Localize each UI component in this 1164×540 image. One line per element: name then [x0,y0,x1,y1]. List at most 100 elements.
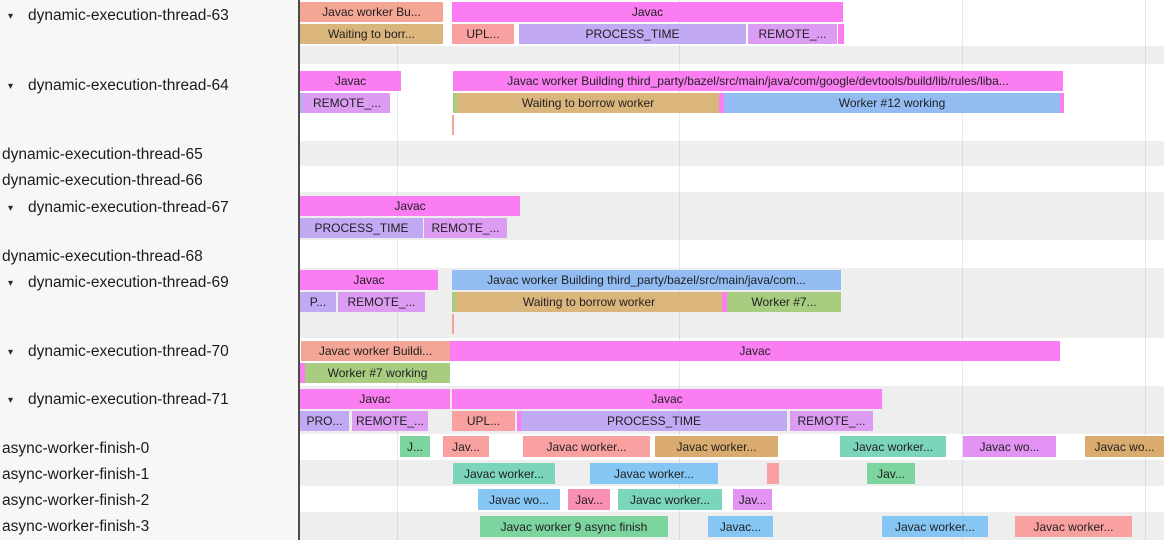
span-bar[interactable]: Javac wo... [478,489,560,510]
track-row-dynamic-execution-thread-67[interactable]: ▾ dynamic-execution-thread-67 [8,197,229,219]
span-bar[interactable]: Jav... [733,489,772,510]
span-bar[interactable]: PRO... [300,411,349,431]
span-bar[interactable]: REMOTE_... [304,93,390,113]
track-label: dynamic-execution-thread-71 [28,391,229,408]
collapse-triangle-icon[interactable]: ▾ [8,10,14,22]
span-bar[interactable]: Waiting to borrow worker [456,292,722,312]
span-bar-sliver[interactable] [300,363,305,383]
span-bar[interactable]: Worker #7... [727,292,841,312]
span-bar-sliver[interactable] [300,93,304,113]
track-label: dynamic-execution-thread-70 [28,343,229,360]
track-label: dynamic-execution-thread-64 [28,77,229,94]
track-band [300,240,1164,268]
span-bar[interactable]: Javac worker... [453,463,555,484]
span-bar[interactable]: REMOTE_... [748,24,837,44]
span-bar[interactable]: PROCESS_TIME [300,218,423,238]
span-bar-sliver[interactable] [767,463,779,484]
span-bar[interactable]: UPL... [452,411,515,431]
span-bar[interactable]: REMOTE_... [352,411,428,431]
track-row-dynamic-execution-thread-63[interactable]: ▾ dynamic-execution-thread-63 [8,5,229,27]
collapse-triangle-icon[interactable]: ▾ [8,346,14,358]
span-bar[interactable]: Javac wo... [963,436,1056,457]
span-bar[interactable]: REMOTE_... [790,411,873,431]
track-row-async-worker-finish-0[interactable]: async-worker-finish-0 [2,438,149,460]
track-band [300,141,1164,166]
span-bar[interactable]: Javac worker Bu... [300,2,443,22]
span-bar[interactable]: Waiting to borr... [300,24,443,44]
track-label: async-worker-finish-0 [2,440,150,457]
track-row-async-worker-finish-1[interactable]: async-worker-finish-1 [2,464,149,486]
span-bar-sliver[interactable] [1060,93,1064,113]
track-label: async-worker-finish-1 [2,466,150,483]
span-bar[interactable]: Worker #7 working [305,363,450,383]
span-bar[interactable]: Javac... [708,516,773,537]
track-row-dynamic-execution-thread-66[interactable]: dynamic-execution-thread-66 [2,170,203,192]
span-bar[interactable]: REMOTE_... [338,292,425,312]
track-row-dynamic-execution-thread-65[interactable]: dynamic-execution-thread-65 [2,144,203,166]
instant-event-tick[interactable] [452,314,454,334]
track-label: dynamic-execution-thread-68 [2,248,203,265]
span-bar[interactable]: Javac [300,270,438,290]
span-bar[interactable]: Javac worker 9 async finish [480,516,668,537]
track-band [300,460,1164,486]
span-bar[interactable]: Javac [450,341,1060,361]
span-bar[interactable]: UPL... [452,24,514,44]
track-label: async-worker-finish-2 [2,492,150,509]
timeline-canvas[interactable]: Javac worker Bu... Javac Waiting to borr..… [300,0,1164,540]
track-row-dynamic-execution-thread-71[interactable]: ▾ dynamic-execution-thread-71 [8,389,229,411]
span-bar[interactable]: Jav... [443,436,489,457]
span-bar[interactable]: Javac worker... [655,436,778,457]
instant-event-tick[interactable] [452,115,454,135]
span-bar[interactable]: Javac [452,2,843,22]
track-row-dynamic-execution-thread-70[interactable]: ▾ dynamic-execution-thread-70 [8,341,229,363]
span-bar[interactable]: Jav... [568,489,610,510]
span-bar[interactable]: REMOTE_... [424,218,507,238]
span-bar-sliver[interactable] [838,24,844,44]
span-bar[interactable]: Javac worker... [882,516,988,537]
track-label: dynamic-execution-thread-65 [2,146,203,163]
collapse-triangle-icon[interactable]: ▾ [8,80,14,92]
span-bar[interactable]: Javac worker Building third_party/bazel/… [452,270,841,290]
collapse-triangle-icon[interactable]: ▾ [8,277,14,289]
span-bar[interactable]: Javac worker... [523,436,650,457]
span-bar[interactable]: Javac worker... [1015,516,1132,537]
span-bar[interactable]: Javac worker... [590,463,718,484]
span-bar[interactable]: Javac [452,389,882,409]
collapse-triangle-icon[interactable]: ▾ [8,202,14,214]
track-label: dynamic-execution-thread-63 [28,7,229,24]
span-bar-sliver[interactable] [719,93,724,113]
track-row-async-worker-finish-3[interactable]: async-worker-finish-3 [2,516,149,538]
span-bar[interactable]: Jav... [867,463,915,484]
span-bar-sliver[interactable] [517,411,521,431]
track-row-dynamic-execution-thread-64[interactable]: ▾ dynamic-execution-thread-64 [8,75,229,97]
span-bar[interactable]: Javac worker... [618,489,722,510]
span-bar[interactable]: Javac [300,196,520,216]
span-bar[interactable]: Javac worker Buildi... [301,341,450,361]
span-bar[interactable]: PROCESS_TIME [521,411,787,431]
span-bar[interactable]: Javac worker... [840,436,946,457]
span-bar-sliver[interactable] [452,292,456,312]
time-gridline [1145,0,1146,540]
track-row-dynamic-execution-thread-69[interactable]: ▾ dynamic-execution-thread-69 [8,272,229,294]
time-gridline [962,0,963,540]
span-bar[interactable]: PROCESS_TIME [519,24,746,44]
track-band [300,166,1164,192]
track-label: dynamic-execution-thread-69 [28,274,229,291]
span-bar[interactable]: Javac [300,71,401,91]
collapse-triangle-icon[interactable]: ▾ [8,394,14,406]
span-bar[interactable]: Worker #12 working [724,93,1060,113]
span-bar[interactable]: Javac wo... [1085,436,1164,457]
span-bar[interactable]: Javac worker Building third_party/bazel/… [453,71,1063,91]
track-band [300,486,1164,512]
track-label: dynamic-execution-thread-67 [28,199,229,216]
span-bar-sliver[interactable] [722,292,727,312]
track-row-async-worker-finish-2[interactable]: async-worker-finish-2 [2,490,149,512]
span-bar-sliver[interactable] [453,93,457,113]
track-label: async-worker-finish-3 [2,518,150,535]
span-bar[interactable]: Waiting to borrow worker [457,93,719,113]
span-bar[interactable]: Javac [300,389,450,409]
track-row-dynamic-execution-thread-68[interactable]: dynamic-execution-thread-68 [2,246,203,268]
span-bar[interactable]: P... [300,292,336,312]
span-bar[interactable]: J... [400,436,430,457]
